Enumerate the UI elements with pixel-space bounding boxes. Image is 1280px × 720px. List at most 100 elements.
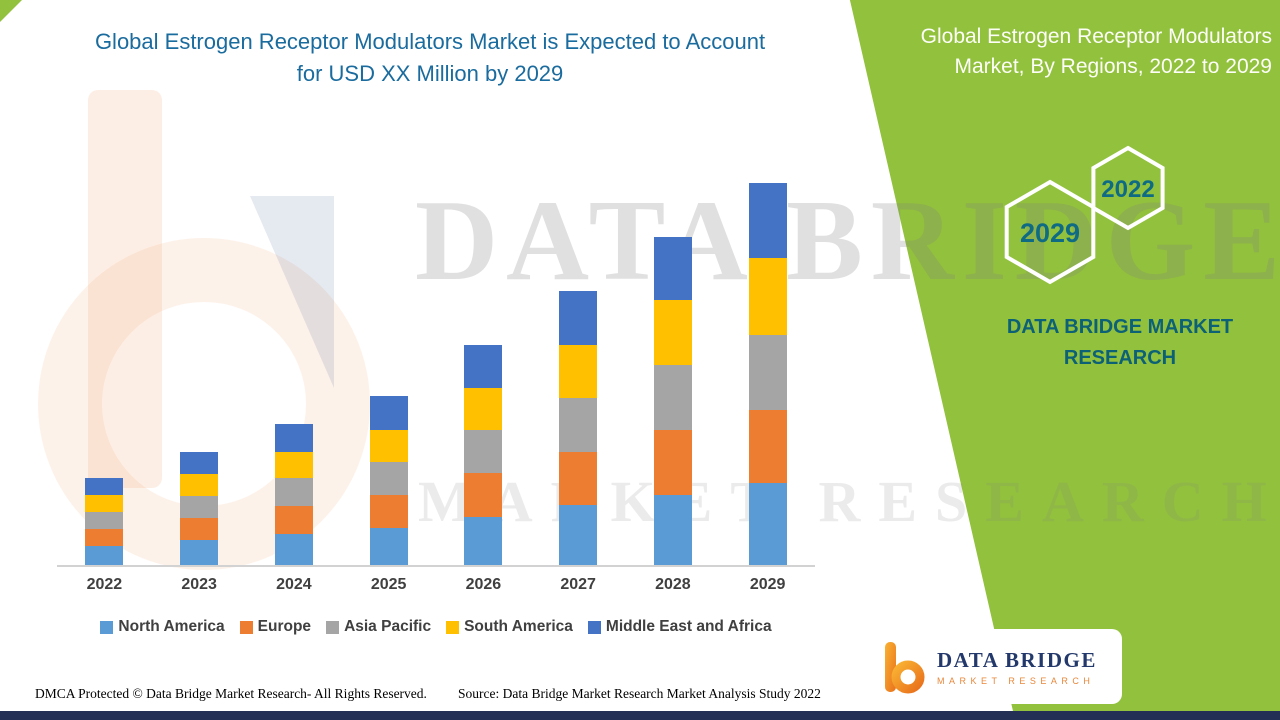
logo-card: DATA BRIDGE MARKET RESEARCH	[868, 629, 1122, 704]
corner-accent-triangle	[0, 0, 22, 22]
x-axis-labels: 2022 2023 2024 2025 2026 2027 2028 2029	[57, 576, 815, 594]
bar-segment-north-america	[748, 483, 787, 565]
bar-segment-north-america	[180, 540, 219, 565]
logo-subtitle: MARKET RESEARCH	[937, 675, 1095, 686]
bar-segment-asia-pacific	[369, 462, 408, 495]
bar-segment-north-america	[559, 505, 598, 565]
bar-group-2022	[57, 145, 152, 565]
bar-segment-middle-east-and-africa	[653, 237, 692, 300]
x-axis-label-2022: 2022	[86, 576, 123, 593]
bar-group-2023	[152, 145, 247, 565]
bar-segment-south-america	[653, 300, 692, 365]
bar-stack	[464, 345, 503, 565]
bar-segment-middle-east-and-africa	[85, 478, 124, 495]
x-axis-label-2029: 2029	[749, 576, 786, 593]
legend-swatch-icon	[100, 620, 114, 634]
bar-segment-south-america	[748, 258, 787, 335]
logo-text-block: DATA BRIDGE MARKET RESEARCH	[937, 648, 1097, 686]
bar-segment-middle-east-and-africa	[180, 452, 219, 474]
legend-label: Middle East and Africa	[605, 618, 772, 635]
year-badges: 2029 2022	[1004, 145, 1165, 285]
bar-segment-north-america	[369, 528, 408, 565]
badge-year-2029: 2029	[1020, 218, 1080, 248]
bar-segment-middle-east-and-africa	[369, 396, 408, 430]
legend-item-asia-pacific: Asia Pacific	[326, 618, 431, 636]
bar-segment-europe	[653, 430, 692, 495]
bar-segment-south-america	[180, 474, 219, 496]
bar-segment-europe	[559, 452, 598, 505]
x-axis-label-2023: 2023	[181, 576, 217, 593]
bar-segment-north-america	[653, 495, 692, 565]
bar-segment-asia-pacific	[274, 478, 313, 506]
bar-stack	[369, 396, 408, 565]
legend-swatch-icon	[326, 620, 340, 634]
x-axis-label-2026: 2026	[465, 576, 502, 593]
brand-text-line2: RESEARCH	[1063, 347, 1177, 369]
bar-segment-middle-east-and-africa	[748, 183, 787, 258]
bar-segment-europe	[274, 506, 313, 534]
bar-segment-europe	[748, 410, 787, 483]
bar-segment-south-america	[559, 345, 598, 398]
badge-year-2022: 2022	[1101, 176, 1154, 203]
bar-stack	[85, 478, 124, 565]
source-note: Source: Data Bridge Market Research Mark…	[458, 686, 821, 701]
x-axis-label-2024: 2024	[276, 576, 312, 593]
bar-group-2025	[341, 145, 436, 565]
legend-label: Europe	[257, 618, 312, 635]
stacked-bar-chart-plot	[57, 145, 815, 567]
legend-item-middle-east-and-africa: Middle East and Africa	[587, 618, 772, 636]
bar-segment-south-america	[369, 430, 408, 462]
legend-item-north-america: North America	[100, 618, 225, 636]
brand-text-line1: DATA BRIDGE MARKET	[1006, 316, 1234, 338]
bar-segment-europe	[85, 529, 124, 546]
x-axis-label-2027: 2027	[560, 576, 596, 593]
bar-segment-asia-pacific	[748, 335, 787, 410]
bar-segment-europe	[464, 473, 503, 517]
bar-segment-south-america	[464, 388, 503, 430]
legend-label: North America	[118, 618, 225, 635]
bar-stack	[180, 452, 219, 565]
bottom-strip	[0, 711, 1280, 720]
watermark-text-line1: DATA BRIDGE	[415, 177, 1280, 304]
bar-segment-middle-east-and-africa	[274, 424, 313, 452]
bar-segment-north-america	[85, 546, 124, 565]
bar-stack	[274, 424, 313, 565]
legend-item-europe: Europe	[239, 618, 312, 636]
data-bridge-logo-icon	[885, 641, 925, 693]
bar-segment-asia-pacific	[653, 365, 692, 430]
legend-label: South America	[464, 618, 573, 635]
bar-segment-south-america	[274, 452, 313, 478]
legend-swatch-icon	[587, 620, 601, 634]
brand-text: DATA BRIDGE MARKET RESEARCH	[965, 312, 1275, 374]
dmca-notice: DMCA Protected © Data Bridge Market Rese…	[35, 686, 427, 701]
bar-group-2028	[626, 145, 721, 565]
chart-legend: North America Europe Asia Pacific South Ame…	[47, 618, 825, 636]
bar-segment-europe	[180, 518, 219, 540]
x-axis-label-2028: 2028	[655, 576, 691, 593]
bar-segment-middle-east-and-africa	[464, 345, 503, 388]
bar-segment-north-america	[464, 517, 503, 565]
bar-segment-asia-pacific	[180, 496, 219, 518]
logo-title: DATA BRIDGE	[937, 647, 1097, 672]
bar-group-2026	[436, 145, 531, 565]
bar-segment-asia-pacific	[85, 512, 124, 529]
bar-segment-asia-pacific	[559, 398, 598, 452]
bar-segment-middle-east-and-africa	[559, 291, 598, 345]
bar-group-2029	[720, 145, 815, 565]
legend-swatch-icon	[446, 620, 460, 634]
bar-stack	[748, 183, 787, 565]
legend-label: Asia Pacific	[344, 618, 432, 635]
bar-group-2024	[247, 145, 342, 565]
bar-stack	[653, 237, 692, 565]
legend-swatch-icon	[239, 620, 253, 634]
main-title: Global Estrogen Receptor Modulators Mark…	[94, 29, 766, 86]
bar-segment-south-america	[85, 495, 124, 512]
bar-stack	[559, 291, 598, 565]
side-panel-title: Global Estrogen Receptor Modulators Mark…	[920, 25, 1272, 78]
x-axis-label-2025: 2025	[370, 576, 407, 593]
bar-group-2027	[531, 145, 626, 565]
hexagon-2022-icon	[1091, 145, 1165, 231]
bar-segment-north-america	[274, 534, 313, 565]
legend-item-south-america: South America	[446, 618, 573, 636]
